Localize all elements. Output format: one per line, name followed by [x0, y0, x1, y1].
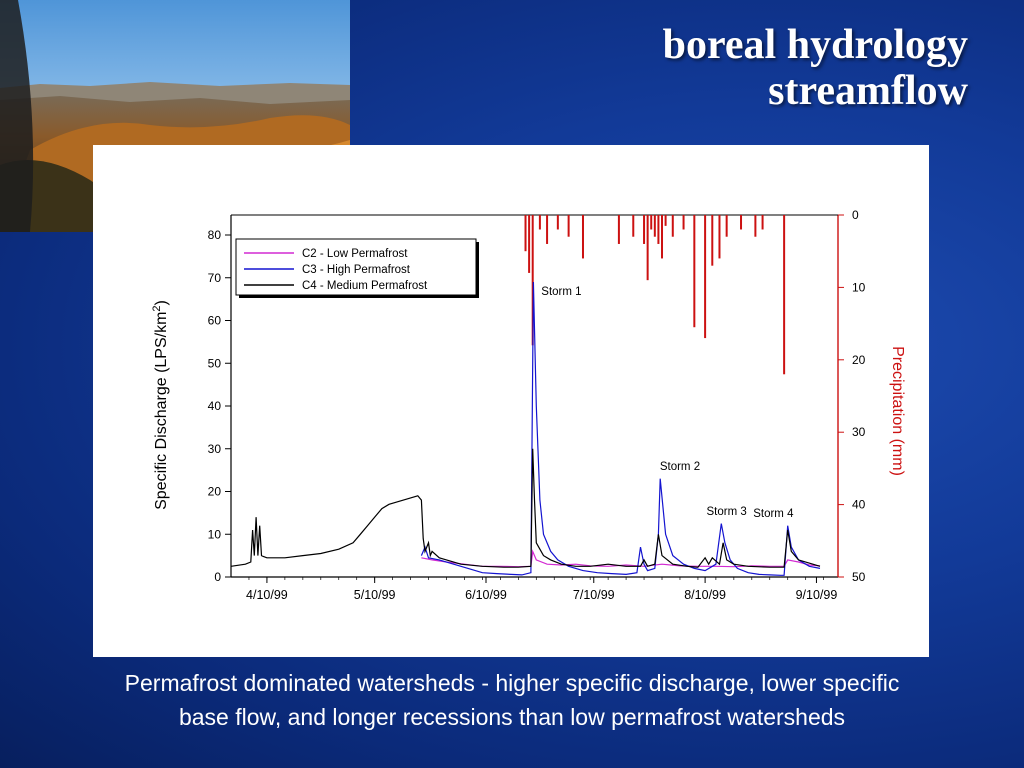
precip-bar: [632, 215, 635, 237]
y-axis-label-tail: ): [153, 300, 170, 305]
y2-tick-label: 20: [852, 353, 866, 367]
y-axis-label-superscript: 2: [151, 305, 163, 311]
precip-bar: [711, 215, 714, 266]
slide-caption: Permafrost dominated watersheds - higher…: [20, 666, 1004, 734]
y-tick-label: 40: [208, 399, 222, 413]
legend-label-c2: C2 - Low Permafrost: [302, 248, 408, 260]
caption-line-1: Permafrost dominated watersheds - higher…: [124, 670, 900, 696]
precip-bar: [581, 215, 584, 259]
precip-bar: [650, 215, 653, 230]
precip-bar: [643, 215, 646, 244]
x-tick-label: 4/10/99: [246, 588, 288, 602]
series-line-c4: [230, 448, 821, 568]
storm-label: Storm 3: [707, 506, 747, 518]
x-tick-label: 6/10/99: [465, 588, 507, 602]
precip-bar: [528, 215, 531, 273]
precip-bar: [531, 215, 534, 346]
y2-tick-label: 0: [852, 208, 859, 222]
storm-label: Storm 2: [660, 461, 700, 473]
caption-line-2: base flow, and longer recessions than lo…: [178, 704, 846, 730]
y-tick-label: 20: [208, 485, 222, 499]
precip-bar: [567, 215, 570, 237]
series-lines: [230, 281, 821, 576]
precipitation-bars: [524, 215, 786, 375]
precip-bar: [657, 215, 660, 244]
plot-axes: 0 10 20 30 40 50 60 70 80 4/10/99 5/10/99 6/10/99 7/…: [208, 208, 866, 602]
precip-bar: [538, 215, 541, 230]
y2-tick-label: 30: [852, 425, 866, 439]
title-line-2: streamflow: [768, 68, 968, 114]
precip-bar: [693, 215, 696, 328]
legend: C2 - Low Permafrost C3 - High Permafrost C…: [235, 238, 479, 298]
y-axis-label: Specific Discharge (LPS/km2): [151, 300, 170, 510]
precip-bar: [671, 215, 674, 237]
precip-bar: [556, 215, 559, 230]
precip-bar: [617, 215, 620, 244]
y-tick-label: 60: [208, 314, 222, 328]
precip-bar: [661, 215, 664, 259]
x-tick-label: 9/10/99: [796, 588, 838, 602]
y2-tick-label: 10: [852, 280, 866, 294]
precip-bar: [740, 215, 743, 230]
precip-bar: [704, 215, 707, 339]
legend-label-c3: C3 - High Permafrost: [302, 264, 411, 276]
precip-bar: [718, 215, 721, 259]
y-tick-label: 0: [214, 570, 221, 584]
y-tick-label: 70: [208, 271, 222, 285]
precip-bar: [783, 215, 786, 375]
series-line-c2: [421, 549, 821, 568]
storm-annotations: Storm 1 Storm 2 Storm 3 Storm 4: [541, 286, 794, 520]
y-tick-label: 10: [208, 527, 222, 541]
precip-bar: [682, 215, 685, 230]
y-axis-label-main: Specific Discharge (LPS/km: [153, 312, 170, 510]
legend-label-c4: C4 - Medium Permafrost: [302, 280, 428, 292]
series-line-c3: [420, 281, 821, 576]
precip-bar: [664, 215, 667, 226]
y-tick-label: 50: [208, 356, 222, 370]
precip-bar: [754, 215, 757, 237]
x-tick-label: 5/10/99: [354, 588, 396, 602]
precip-bar: [524, 215, 527, 252]
y2-axis-label: Precipitation (mm): [889, 346, 906, 476]
storm-label: Storm 1: [541, 286, 581, 298]
precip-bar: [653, 215, 656, 237]
storm-label: Storm 4: [753, 508, 794, 520]
y-tick-label: 30: [208, 442, 222, 456]
y2-tick-label: 40: [852, 498, 866, 512]
precip-bar: [546, 215, 549, 244]
title-line-1: boreal hydrology: [662, 22, 968, 68]
precip-bar: [646, 215, 649, 281]
precip-bar: [761, 215, 764, 230]
y-tick-label: 80: [208, 228, 222, 242]
y2-tick-label: 50: [852, 570, 866, 584]
slide-title: boreal hydrology streamflow: [663, 22, 968, 114]
x-tick-label: 7/10/99: [573, 588, 615, 602]
precip-bar: [725, 215, 728, 237]
x-tick-label: 8/10/99: [684, 588, 726, 602]
chart-panel: 0 10 20 30 40 50 60 70 80 4/10/99 5/10/99 6/10/99 7/…: [93, 145, 929, 657]
